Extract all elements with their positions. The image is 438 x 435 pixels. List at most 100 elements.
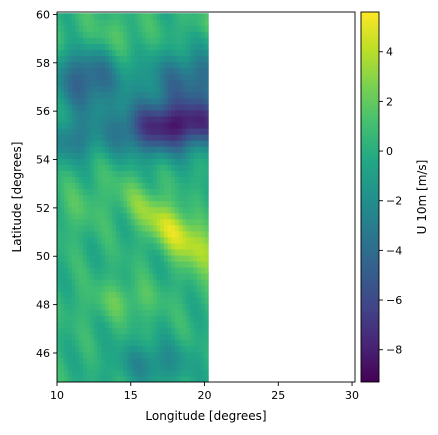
heatmap-cell — [163, 134, 169, 141]
heatmap-cell — [101, 158, 106, 165]
heatmap-cell — [156, 345, 161, 353]
heatmap-cell — [75, 206, 80, 214]
heatmap-cell — [112, 170, 117, 177]
heatmap-cell — [127, 158, 132, 165]
heatmap-cell — [119, 261, 124, 268]
heatmap-cell — [156, 285, 161, 292]
heatmap-cell — [178, 97, 183, 105]
heatmap-cell — [97, 333, 102, 341]
heatmap-cell — [156, 49, 161, 57]
heatmap-cell — [134, 339, 139, 347]
heatmap-cell — [160, 182, 165, 190]
heatmap-cell — [97, 37, 102, 44]
heatmap-cell — [152, 230, 158, 238]
heatmap-cell — [93, 297, 99, 304]
heatmap-cell — [101, 43, 106, 50]
heatmap-cell — [134, 37, 139, 44]
heatmap-cell — [138, 303, 143, 310]
heatmap-cell — [82, 25, 88, 32]
heatmap-cell — [68, 255, 73, 262]
heatmap-cell — [152, 206, 158, 214]
heatmap-cell — [189, 200, 194, 208]
heatmap-cell — [160, 369, 165, 377]
heatmap-cell — [175, 375, 180, 383]
heatmap-cell — [171, 345, 176, 353]
heatmap-cell — [64, 67, 69, 75]
heatmap-cell — [178, 188, 183, 196]
heatmap-cell — [197, 43, 202, 50]
heatmap-cell — [171, 206, 176, 214]
heatmap-cell — [138, 146, 143, 153]
heatmap-cell — [108, 49, 113, 57]
heatmap-cell — [156, 212, 161, 220]
heatmap-cell — [149, 31, 154, 38]
heatmap-cell — [193, 224, 198, 232]
heatmap-cell — [57, 182, 62, 190]
heatmap-cell — [93, 255, 99, 262]
heatmap-cell — [75, 218, 80, 226]
heatmap-cell — [93, 369, 99, 377]
x-tick-label: 30 — [345, 389, 359, 402]
heatmap-cell — [178, 91, 183, 99]
heatmap-cell — [204, 327, 209, 335]
heatmap-cell — [57, 218, 62, 226]
heatmap-cell — [178, 182, 183, 190]
heatmap-cell — [130, 261, 135, 268]
heatmap-cell — [200, 146, 206, 153]
heatmap-cell — [57, 357, 62, 365]
heatmap-cell — [145, 303, 150, 310]
heatmap-cell — [145, 152, 150, 159]
heatmap-cell — [112, 194, 117, 202]
heatmap-cell — [79, 363, 84, 371]
heatmap-cell — [86, 122, 91, 129]
heatmap-cell — [116, 140, 121, 147]
heatmap-cell — [149, 97, 154, 105]
heatmap-cell — [112, 206, 117, 214]
heatmap-cell — [108, 236, 113, 244]
heatmap-cell — [97, 303, 102, 310]
heatmap-cell — [57, 55, 62, 63]
heatmap-cell — [204, 230, 209, 238]
heatmap-cell — [182, 85, 187, 93]
heatmap-cell — [112, 73, 117, 81]
heatmap-cell — [134, 170, 139, 177]
heatmap-cell — [130, 152, 135, 159]
heatmap-cell — [116, 182, 121, 190]
heatmap-cell — [57, 333, 62, 341]
heatmap-cell — [197, 194, 202, 202]
heatmap-cell — [200, 345, 206, 353]
heatmap-cell — [197, 273, 202, 280]
heatmap-cell — [123, 182, 128, 190]
heatmap-cell — [167, 236, 172, 244]
heatmap-cell — [163, 164, 169, 171]
heatmap-cell — [116, 303, 121, 310]
heatmap-cell — [130, 109, 135, 117]
heatmap-cell — [163, 333, 169, 341]
heatmap-cell — [82, 140, 88, 147]
heatmap-cell — [175, 164, 180, 171]
heatmap-cell — [134, 363, 139, 371]
heatmap-cell — [204, 297, 209, 304]
heatmap-cell — [60, 67, 65, 75]
heatmap-cell — [82, 279, 88, 286]
heatmap-cell — [200, 182, 206, 190]
heatmap-cell — [156, 85, 161, 93]
heatmap-cell — [101, 122, 106, 129]
heatmap-cell — [64, 291, 69, 298]
heatmap-cell — [116, 285, 121, 292]
heatmap-cell — [197, 206, 202, 214]
heatmap-cell — [116, 236, 121, 244]
heatmap-cell — [64, 79, 69, 87]
heatmap-cell — [119, 218, 124, 226]
heatmap-cell — [71, 13, 76, 20]
heatmap-cell — [200, 242, 206, 250]
heatmap-cell — [141, 19, 147, 26]
heatmap-cell — [75, 224, 80, 232]
heatmap-cell — [160, 146, 165, 153]
heatmap-cell — [79, 128, 84, 135]
heatmap-cell — [60, 170, 65, 177]
heatmap-cell — [160, 236, 165, 244]
heatmap-cell — [193, 194, 198, 202]
heatmap-cell — [112, 315, 117, 323]
heatmap-cell — [138, 194, 143, 202]
